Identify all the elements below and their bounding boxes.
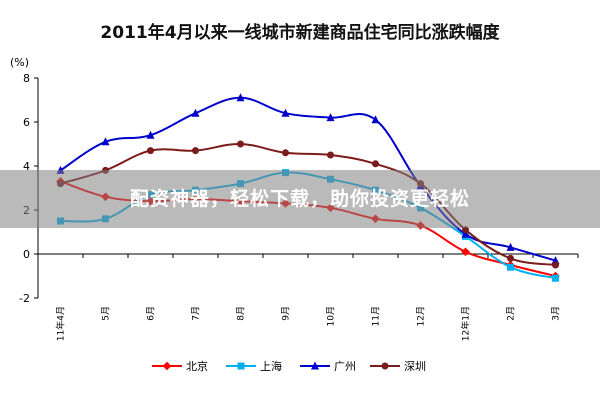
data-point: [237, 140, 244, 148]
watermark-text: 配资神器，轻松下载，助你投资更轻松: [129, 188, 470, 210]
data-point: [507, 254, 514, 262]
chart-title: 2011年4月以来一线城市新建商品住宅同比涨跌幅度: [100, 22, 500, 43]
legend-item: 上海: [226, 359, 282, 373]
x-tick-label: 9月: [281, 306, 292, 321]
data-point: [461, 229, 470, 238]
legend-marker: [162, 361, 172, 371]
legend-label: 上海: [260, 359, 282, 373]
data-point: [101, 137, 110, 146]
legend-item: 深圳: [370, 360, 426, 373]
x-tick-label: 2月: [506, 306, 517, 321]
data-point: [281, 108, 290, 117]
legend-item: 北京: [152, 359, 208, 373]
data-point: [506, 242, 515, 251]
x-tick-label: 11年4月: [55, 306, 67, 341]
legend-label: 北京: [186, 359, 208, 373]
data-point: [191, 108, 200, 117]
data-point: [372, 160, 379, 168]
data-point: [551, 256, 560, 265]
legend-label: 广州: [334, 360, 356, 373]
data-point: [552, 261, 559, 269]
data-point: [282, 149, 289, 157]
x-tick-label: 6月: [146, 306, 157, 321]
legend-marker: [237, 362, 245, 370]
data-point: [327, 151, 334, 159]
legend-marker: [381, 362, 389, 370]
legend-marker: [311, 361, 319, 370]
data-point: [462, 226, 469, 234]
data-point: [192, 147, 199, 155]
y-tick-label: 8: [23, 72, 30, 85]
watermark-banner: [0, 170, 600, 228]
y-axis-label: (%): [10, 56, 29, 69]
data-point: [326, 113, 335, 122]
x-tick-label: 7月: [191, 306, 202, 321]
data-point: [146, 130, 155, 139]
data-point: [371, 115, 380, 124]
x-tick-label: 3月: [551, 306, 562, 321]
data-point: [236, 93, 245, 102]
x-tick-label: 12年1月: [460, 306, 472, 341]
data-point: [147, 147, 154, 155]
x-tick-label: 10月: [326, 306, 337, 326]
data-point: [507, 263, 514, 271]
legend-label: 深圳: [404, 360, 426, 373]
y-tick-label: 0: [23, 248, 30, 261]
series-4: [57, 140, 559, 269]
x-tick-label: 8月: [236, 306, 247, 321]
data-point: [552, 274, 559, 282]
legend-item: 广州: [300, 360, 356, 373]
data-point: [461, 247, 470, 257]
x-tick-label: 12月: [416, 306, 427, 326]
y-tick-label: 6: [23, 116, 30, 129]
x-tick-label: 5月: [101, 306, 112, 321]
y-tick-label: -2: [19, 292, 30, 305]
legend: 北京 上海 广州 深圳: [152, 359, 426, 373]
x-tick-label: 11月: [371, 306, 382, 326]
y-tick-label: 4: [23, 160, 30, 173]
